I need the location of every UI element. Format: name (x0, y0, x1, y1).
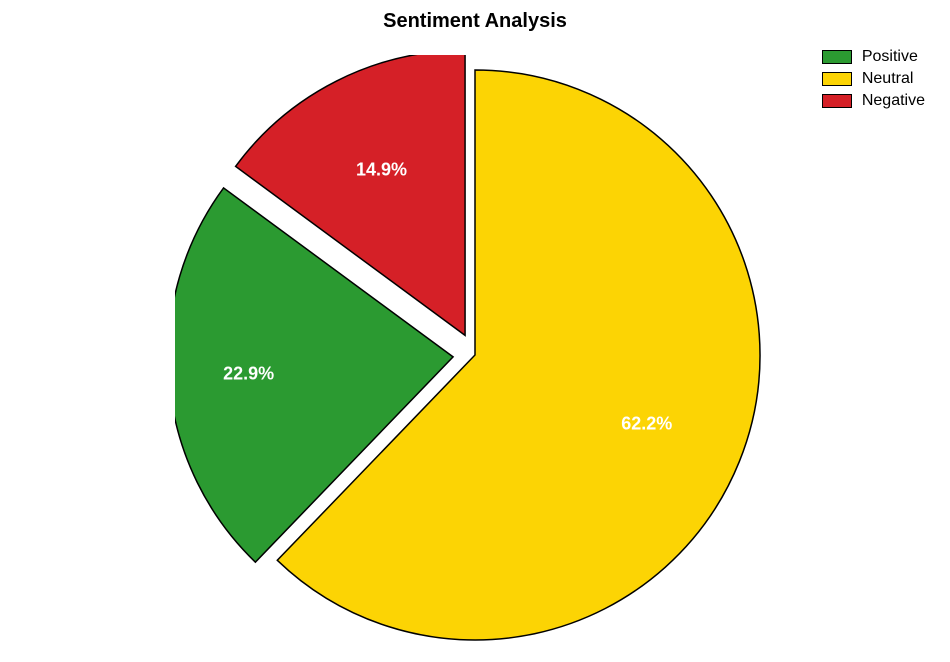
chart-title: Sentiment Analysis (0, 10, 950, 33)
legend-label-positive: Positive (862, 48, 918, 66)
legend-swatch-neutral (822, 72, 852, 86)
legend-swatch-positive (822, 50, 852, 64)
legend-item-neutral: Neutral (822, 70, 925, 88)
legend-item-positive: Positive (822, 48, 925, 66)
slice-label-neutral: 62.2% (621, 414, 672, 435)
legend-label-neutral: Neutral (862, 70, 914, 88)
legend: Positive Neutral Negative (822, 48, 925, 114)
pie-svg (175, 55, 775, 655)
slice-label-negative: 14.9% (356, 160, 407, 181)
legend-item-negative: Negative (822, 92, 925, 110)
slice-label-positive: 22.9% (223, 364, 274, 385)
sentiment-pie-chart: Sentiment Analysis Positive Neutral Nega… (0, 0, 950, 662)
legend-swatch-negative (822, 94, 852, 108)
legend-label-negative: Negative (862, 92, 925, 110)
